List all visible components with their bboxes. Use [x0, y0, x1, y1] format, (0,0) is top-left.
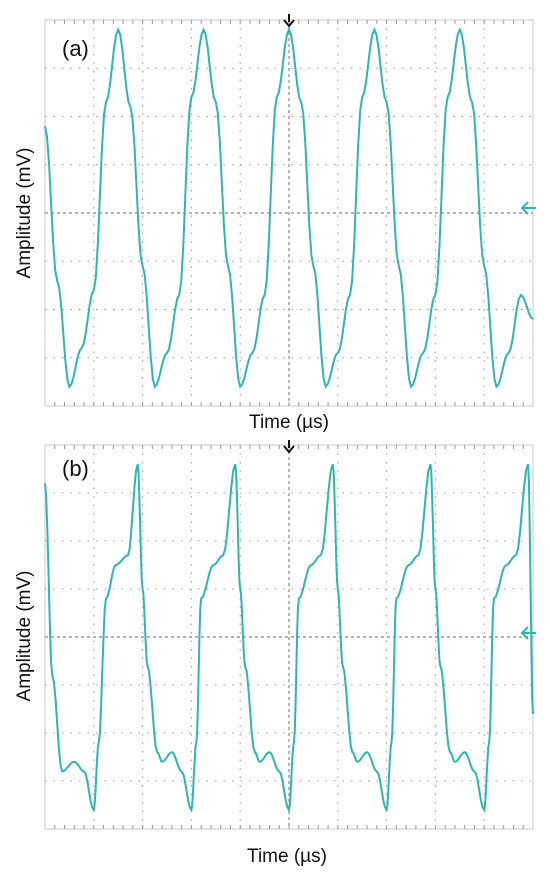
- panel-label: (a): [62, 36, 89, 61]
- trigger-position-marker-icon: [283, 14, 295, 28]
- trigger-level-marker-icon: [520, 626, 536, 640]
- panel-a: (a) Time (µs) Amplitude (mV): [14, 14, 536, 433]
- signal-trace: [44, 463, 534, 813]
- signal-trace: [44, 27, 534, 389]
- trigger-level-marker-icon: [520, 201, 536, 215]
- x-axis-label: Time (µs): [249, 412, 329, 433]
- grid: [45, 445, 533, 829]
- trigger-position-marker-icon: [283, 440, 295, 454]
- grid: [45, 20, 533, 406]
- y-axis-label: Amplitude (mV): [14, 148, 35, 279]
- y-axis-label: Amplitude (mV): [14, 571, 35, 702]
- panel-b: (b) Time (µs) Amplitude (mV): [14, 440, 536, 867]
- panel-label: (b): [62, 456, 89, 481]
- x-axis-label: Time (µs): [247, 846, 327, 867]
